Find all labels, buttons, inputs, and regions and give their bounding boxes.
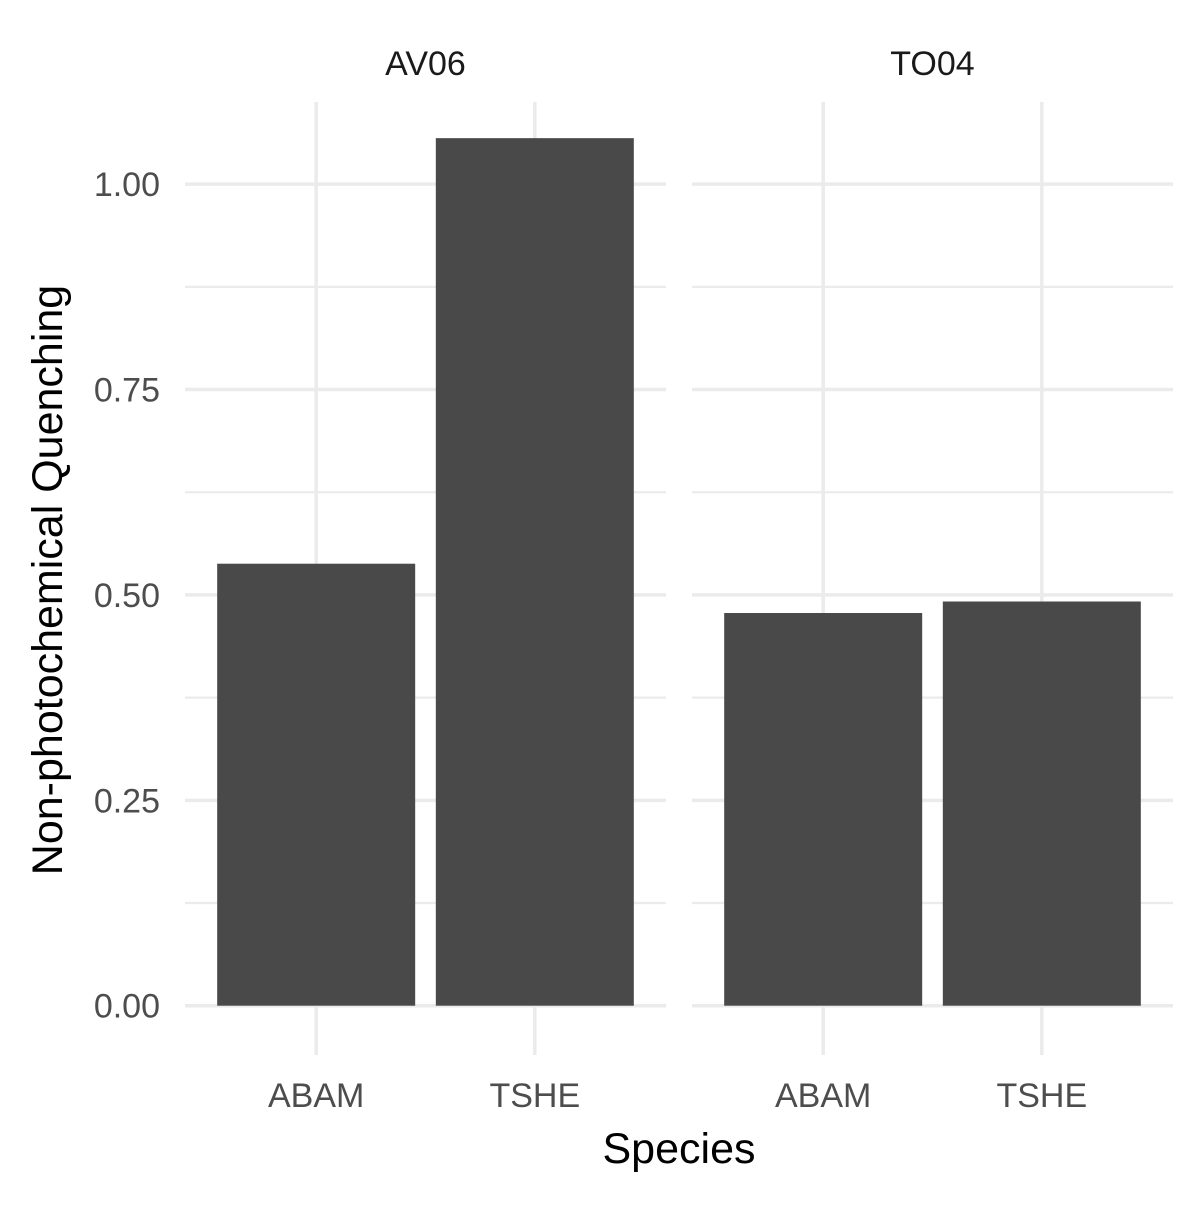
bar-av06-abam [217, 563, 416, 1006]
x-tick-label: TSHE [489, 1077, 580, 1115]
x-tick-label: ABAM [775, 1077, 871, 1115]
bar-to04-tshe [942, 601, 1141, 1006]
facet-panel-av06: ABAM TSHE AV06 [185, 45, 666, 1115]
x-tick-label: TSHE [996, 1077, 1087, 1115]
y-tick-label: 0.00 [94, 988, 160, 1026]
y-tick-label: 1.00 [94, 166, 160, 204]
y-tick-label: 0.50 [94, 577, 160, 615]
y-axis-title: Non-photochemical Quenching [24, 285, 72, 875]
y-tick-label: 0.25 [94, 782, 160, 820]
facet-strip-label: TO04 [890, 45, 974, 83]
x-tick-label: ABAM [268, 1077, 364, 1115]
panels-layer: ABAM TSHE AV06 ABAM TSHE TO04 [185, 45, 1173, 1115]
facet-panel-to04: ABAM TSHE TO04 [692, 45, 1173, 1115]
y-axis: 0.00 0.25 0.50 0.75 1.00 [94, 166, 160, 1026]
facet-strip-label: AV06 [385, 45, 466, 83]
bar-av06-tshe [435, 138, 634, 1006]
x-axis-title: Species [603, 1125, 756, 1173]
bar-to04-abam [724, 613, 923, 1006]
y-tick-label: 0.75 [94, 372, 160, 410]
